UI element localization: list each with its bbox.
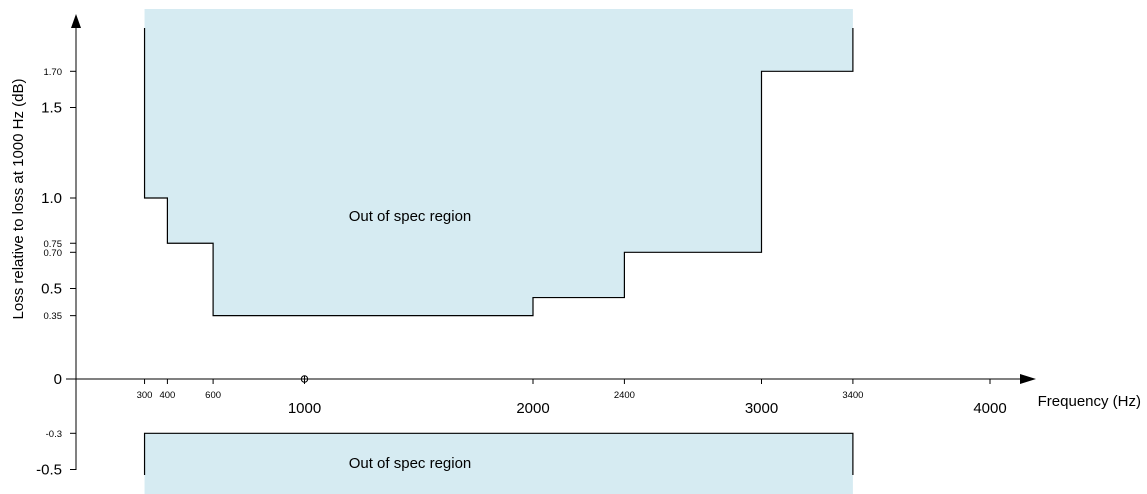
y-ticks: 1.70 1.5 1.0 0.750.70 0.5 0.35 0 -0.3 -0.5 (36, 67, 76, 479)
x-ticks: 300 400 600 1000 2000 2400 3000 3400 4000 (137, 379, 1007, 417)
lower-out-of-spec-region (144, 433, 853, 494)
region-label-lower: Out of spec region (349, 455, 472, 472)
y-tick-label: 0.75 (44, 239, 63, 250)
lower-limit-line (143, 432, 854, 475)
y-tick-label: 0 (54, 371, 62, 388)
y-tick-label: 0.5 (41, 281, 62, 298)
y-tick-label: 1.0 (41, 190, 62, 207)
x-tick-label: 300 (137, 390, 153, 401)
y-tick-label: 1.5 (41, 100, 62, 117)
x-tick-label: 400 (159, 390, 175, 401)
y-axis-arrow (71, 14, 81, 28)
x-tick-label: 600 (205, 390, 221, 401)
axes (66, 14, 1036, 470)
reference-point-marker (300, 375, 309, 383)
upper-out-of-spec-region (144, 9, 853, 316)
x-axis-label: Frequency (Hz) (1038, 393, 1141, 410)
limit-lines (143, 28, 854, 475)
y-tick-label: -0.5 (36, 462, 62, 479)
out-of-spec-regions (144, 9, 853, 494)
y-tick-label: 0.35 (44, 311, 63, 322)
x-tick-label: 4000 (973, 400, 1006, 417)
x-axis-arrow (1020, 374, 1036, 384)
region-label-upper: Out of spec region (349, 208, 472, 225)
x-tick-label: 2000 (516, 400, 549, 417)
upper-limit-line (143, 28, 854, 317)
region-labels: Out of spec region Out of spec region (349, 208, 472, 472)
y-tick-label: 1.70 (44, 67, 63, 78)
x-tick-label: 3000 (745, 400, 778, 417)
y-axis-label: Loss relative to loss at 1000 Hz (dB) (10, 79, 27, 320)
x-tick-label: 2400 (614, 390, 635, 401)
x-tick-label: 3400 (842, 390, 863, 401)
y-tick-label: 0.70 (44, 248, 63, 259)
x-tick-label: 1000 (288, 400, 321, 417)
y-tick-label: -0.3 (46, 429, 62, 440)
